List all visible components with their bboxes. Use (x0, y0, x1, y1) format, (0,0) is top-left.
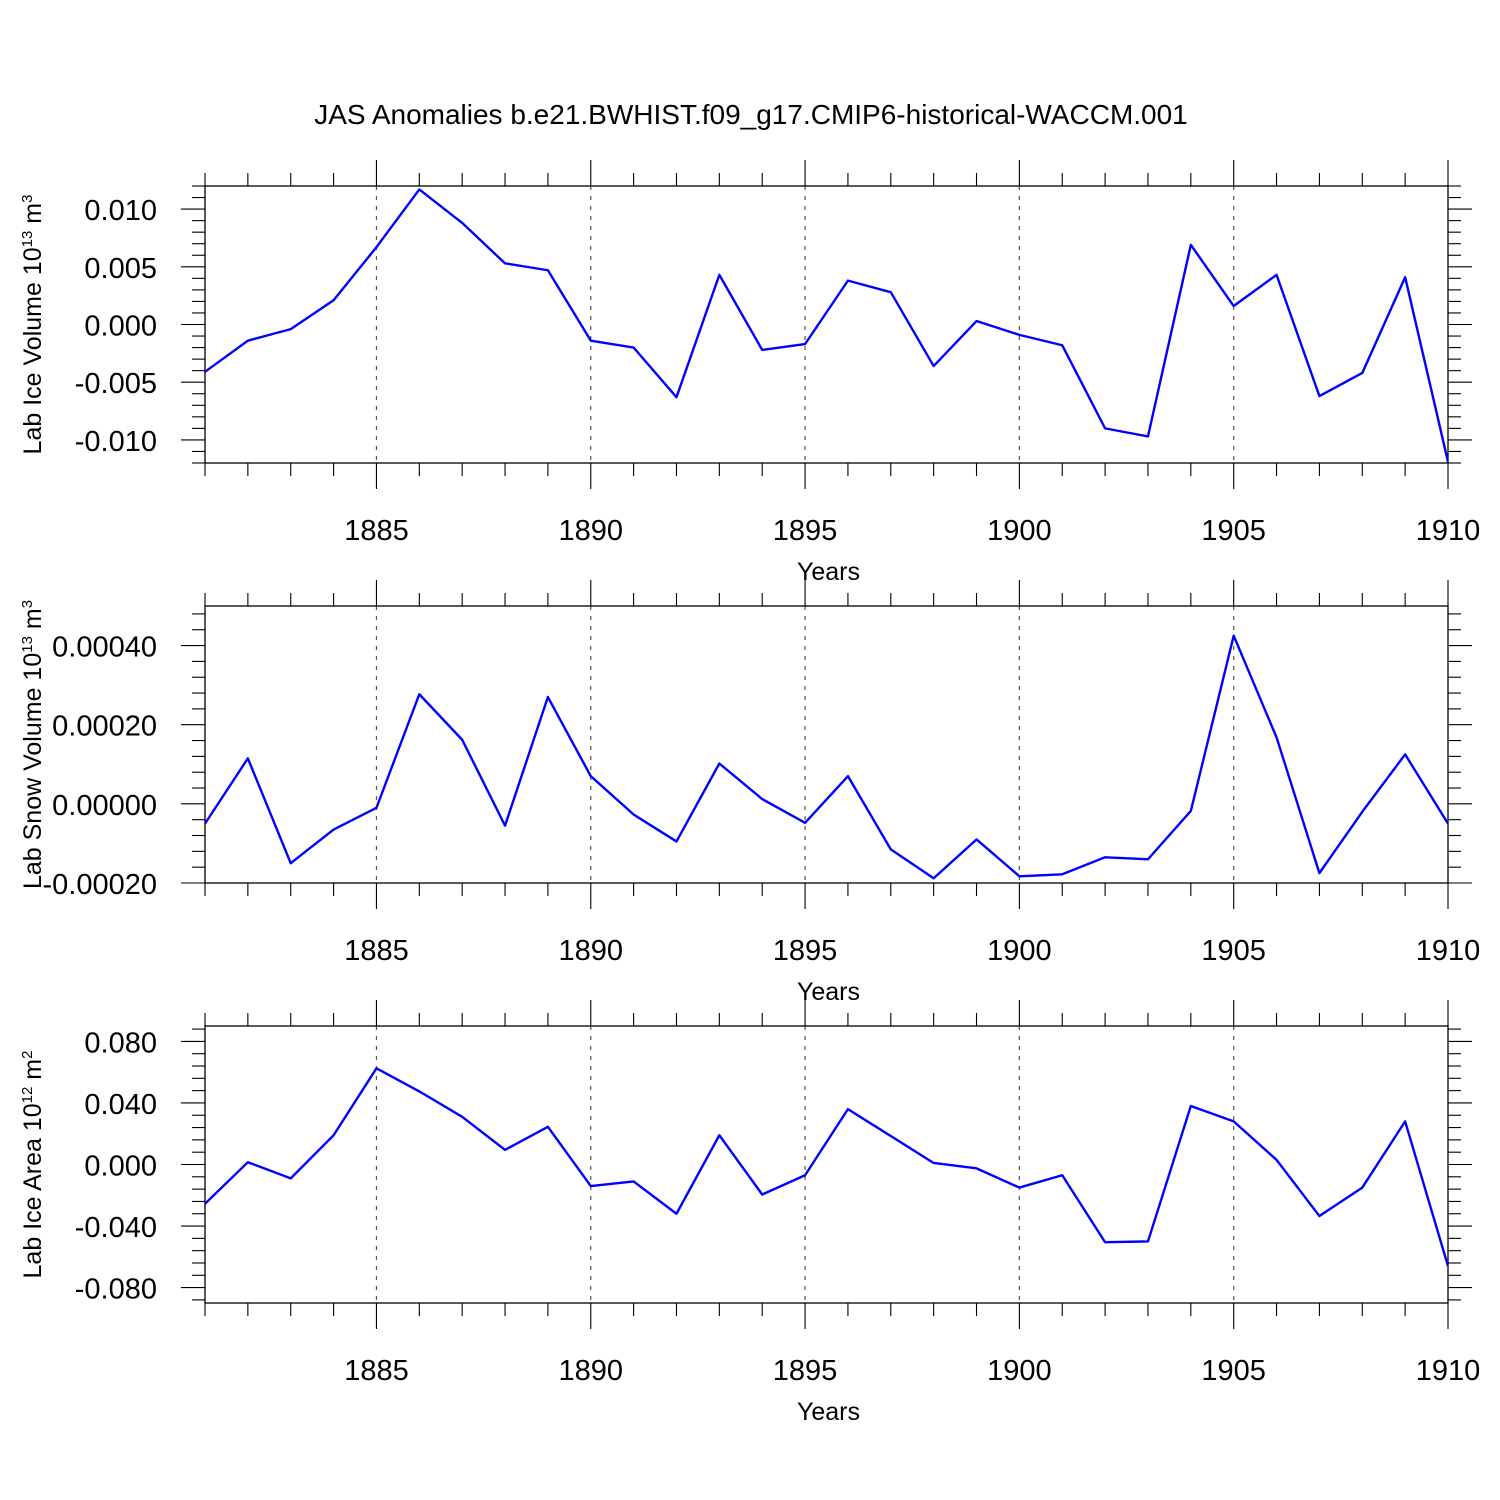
x-axis-title: Years (797, 1398, 860, 1426)
y-tick-label: 0.00040 (52, 632, 157, 664)
y-tick-label: 0.000 (84, 311, 157, 343)
x-tick-label: 1905 (1201, 1355, 1266, 1387)
x-tick-label: 1890 (559, 935, 624, 967)
y-tick-label: 0.00020 (52, 711, 157, 743)
x-tick-label: 1895 (773, 935, 838, 967)
plot-frame (204, 1025, 1449, 1304)
x-tick-label: 1900 (987, 515, 1052, 547)
panel-2: 1885 1890 1895 1900 1905 1910 -0.00020 0.00000 0… (19, 580, 1480, 1006)
y-tick-label: -0.005 (75, 368, 157, 400)
y-axis-title: Lab Snow Volume 1013 m3 (19, 600, 47, 889)
panel-3: 1885 1890 1895 1900 1905 1910 -0.080 -0.040 0.00… (19, 1000, 1480, 1426)
y-axis-title: Lab Ice Area 1012 m2 (19, 1051, 47, 1279)
series-line (205, 188, 1448, 463)
y-tick-label: 0.000 (84, 1151, 157, 1183)
x-axis-title: Years (797, 558, 860, 586)
series-line (205, 634, 1448, 880)
x-tick-label: 1910 (1416, 935, 1481, 967)
y-tick-label: 0.00000 (52, 790, 157, 822)
series-line (205, 1067, 1448, 1267)
x-tick-label: 1890 (559, 515, 624, 547)
x-tick-label: 1900 (987, 1355, 1052, 1387)
x-tick-label: 1885 (344, 935, 409, 967)
x-tick-label: 1910 (1416, 515, 1481, 547)
y-tick-label: 0.005 (84, 253, 157, 285)
y-tick-label: -0.00020 (43, 869, 158, 901)
x-tick-label: 1885 (344, 1355, 409, 1387)
x-axis-title: Years (797, 978, 860, 1006)
plot-frame (204, 605, 1449, 884)
x-tick-label: 1895 (773, 515, 838, 547)
x-tick-label: 1905 (1201, 935, 1266, 967)
x-tick-label: 1900 (987, 935, 1052, 967)
x-tick-label: 1910 (1416, 1355, 1481, 1387)
y-tick-label: 0.040 (84, 1089, 157, 1121)
y-tick-label: -0.080 (75, 1274, 157, 1306)
figure-title: JAS Anomalies b.e21.BWHIST.f09_g17.CMIP6… (314, 99, 1188, 130)
x-tick-label: 1905 (1201, 515, 1266, 547)
panel-1: 1885 1890 1895 1900 1905 1910 -0.010 -0.005 0.00… (19, 160, 1480, 586)
y-tick-label: -0.010 (75, 426, 157, 458)
panels: 1885 1890 1895 1900 1905 1910 -0.010 -0.005 0.00… (19, 160, 1480, 1426)
y-tick-label: 0.010 (84, 195, 157, 227)
y-tick-label: -0.040 (75, 1212, 157, 1244)
y-axis-title: Lab Ice Volume 1013 m3 (19, 195, 47, 455)
x-tick-label: 1890 (559, 1355, 624, 1387)
x-tick-label: 1885 (344, 515, 409, 547)
y-tick-label: 0.080 (84, 1027, 157, 1059)
x-tick-label: 1895 (773, 1355, 838, 1387)
